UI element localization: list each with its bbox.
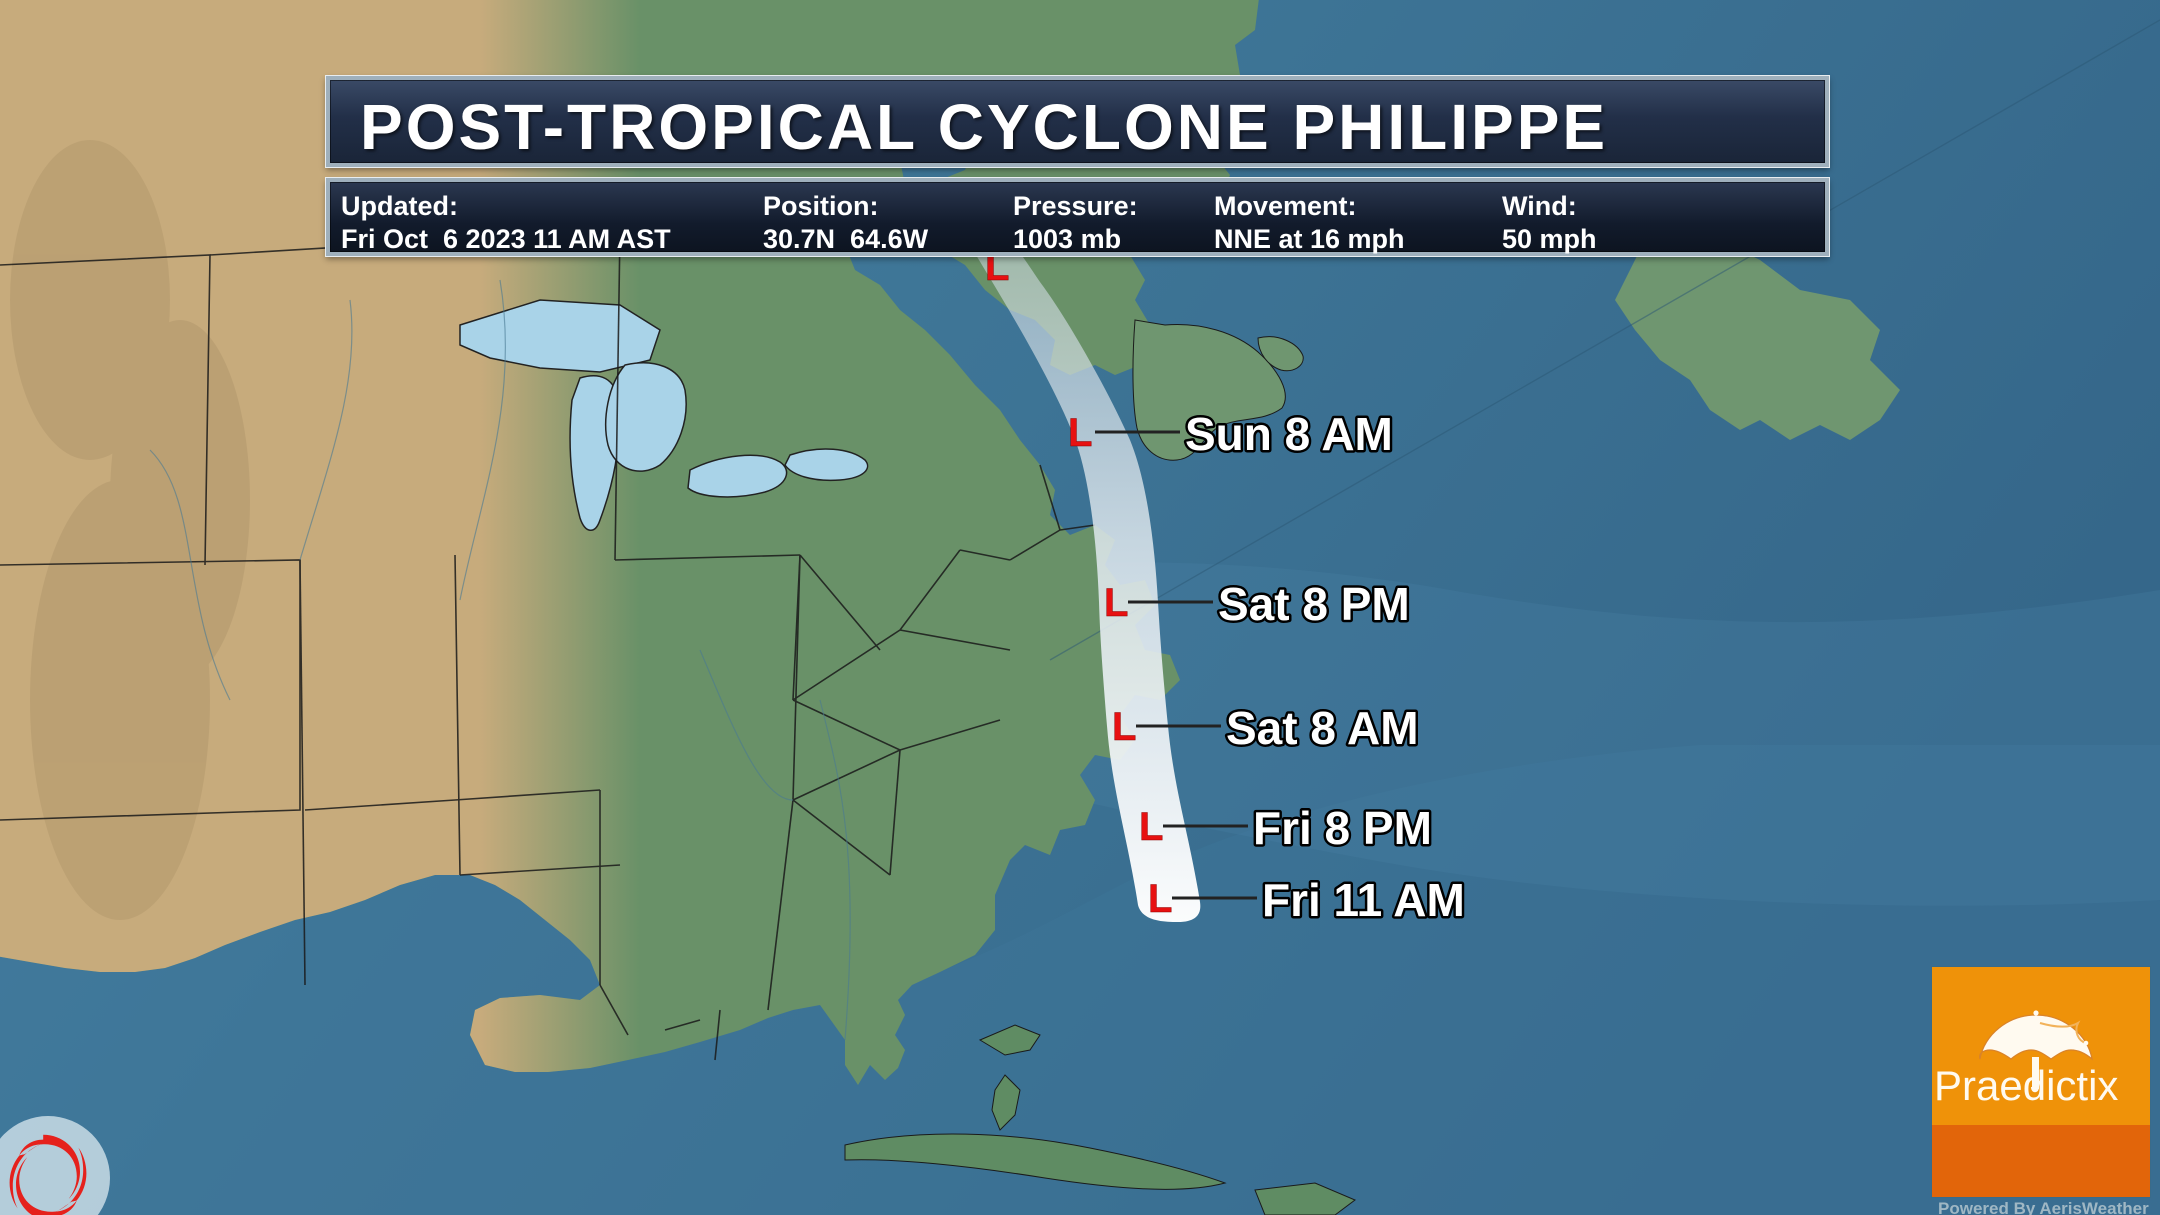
svg-text:Fri 8 PM: Fri 8 PM	[1253, 802, 1432, 854]
svg-text:Sat 8 PM: Sat 8 PM	[1218, 578, 1410, 630]
svg-text:Fri 11 AM: Fri 11 AM	[1262, 874, 1465, 926]
svg-text:L: L	[1104, 581, 1128, 625]
svg-text:L: L	[1068, 411, 1092, 455]
svg-text:L: L	[1112, 705, 1136, 749]
svg-text:Sun 8 AM: Sun 8 AM	[1185, 408, 1393, 460]
svg-text:Sat 8 AM: Sat 8 AM	[1226, 702, 1419, 754]
svg-text:L: L	[1148, 877, 1172, 921]
svg-text:L: L	[1139, 805, 1163, 849]
